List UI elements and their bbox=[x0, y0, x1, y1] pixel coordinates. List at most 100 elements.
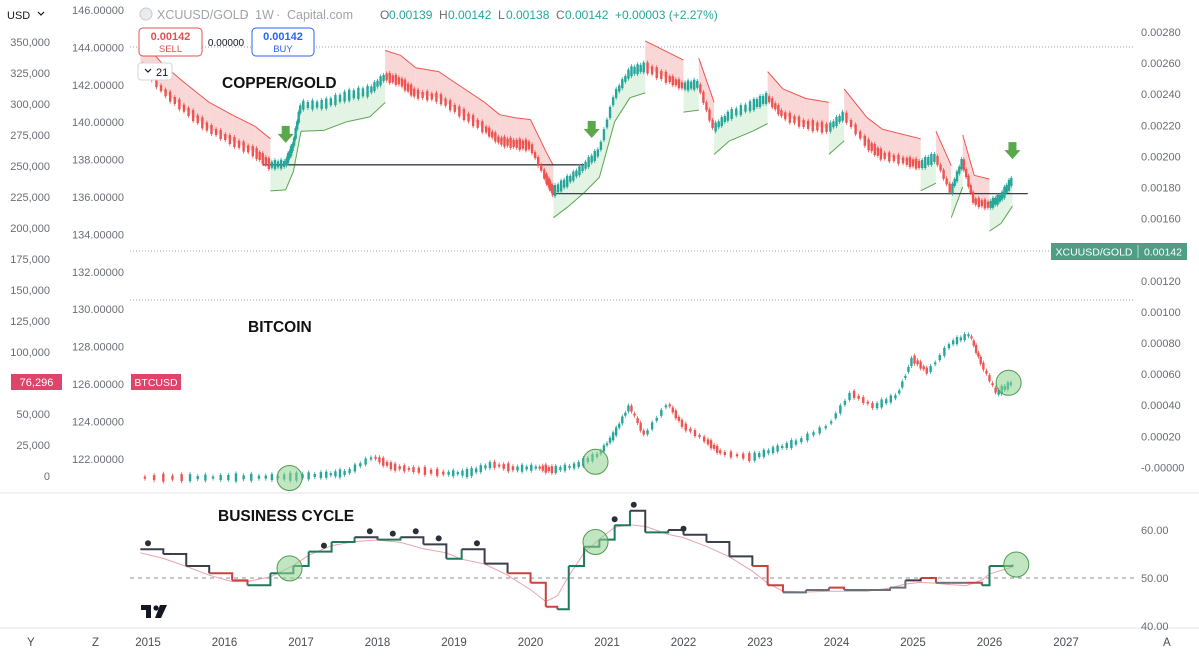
left-axis-label: 200,000 bbox=[10, 223, 50, 235]
mid-axis-label: 132.00000 bbox=[72, 267, 124, 279]
candle-body bbox=[832, 121, 835, 128]
candle-body bbox=[943, 347, 946, 356]
candle-body bbox=[187, 107, 190, 116]
buy-button[interactable]: 0.00142 BUY bbox=[251, 27, 315, 57]
candle-body bbox=[971, 191, 975, 203]
candle-body bbox=[435, 92, 438, 102]
btc-symbol-tag: BTCUSD bbox=[131, 374, 181, 390]
supertrend-line-segment bbox=[208, 101, 233, 116]
candle-body bbox=[938, 355, 941, 361]
candle-body bbox=[994, 197, 997, 205]
supertrend-line-segment bbox=[285, 171, 294, 191]
candle-body bbox=[527, 141, 531, 150]
year-label: 2025 bbox=[900, 637, 926, 649]
candle-body bbox=[838, 115, 841, 122]
legend-high-key: H bbox=[439, 8, 448, 22]
candle-body bbox=[982, 362, 985, 370]
supertrend-cloud bbox=[139, 37, 1013, 232]
candle-body bbox=[977, 352, 980, 357]
cycle-line-segment bbox=[828, 586, 846, 590]
candle-body bbox=[211, 476, 215, 479]
candle-body bbox=[465, 469, 469, 478]
legend-source: Capital.com bbox=[287, 8, 353, 22]
candle-body bbox=[611, 97, 615, 106]
candle-body bbox=[930, 153, 933, 165]
candle-body bbox=[391, 75, 394, 83]
supertrend-line-segment bbox=[989, 223, 1002, 232]
right-axis-label: 0.00220 bbox=[1141, 120, 1181, 132]
candle-body bbox=[572, 171, 575, 181]
candle-body bbox=[353, 464, 357, 472]
cycle-line-segment bbox=[163, 553, 188, 566]
supertrend-line-segment bbox=[645, 40, 669, 53]
candle-body bbox=[880, 399, 883, 408]
copper-gold-title: COPPER/GOLD bbox=[222, 75, 337, 92]
candle-body bbox=[720, 117, 723, 127]
candle-body bbox=[771, 447, 775, 454]
candle-body bbox=[578, 166, 581, 176]
right-axis-label: 0.00260 bbox=[1141, 58, 1181, 70]
candle-body bbox=[577, 461, 580, 467]
tradingview-logo[interactable] bbox=[141, 605, 167, 618]
candle-body bbox=[677, 416, 681, 421]
currency-select[interactable]: USD bbox=[7, 10, 45, 22]
candle-body bbox=[374, 456, 377, 459]
candle-body bbox=[839, 405, 842, 414]
highlight-circle bbox=[1003, 551, 1030, 578]
candle-body bbox=[888, 152, 891, 162]
candle-body bbox=[636, 64, 639, 75]
axis-mode-y[interactable]: Y bbox=[27, 637, 35, 649]
candle-body bbox=[711, 119, 714, 128]
xcu-price-tag: XCUUSD/GOLD 0.00142 bbox=[1051, 243, 1187, 260]
axis-mode-z[interactable]: Z bbox=[92, 637, 99, 649]
skull-icon bbox=[145, 540, 151, 547]
svg-text:BTCUSD: BTCUSD bbox=[134, 377, 178, 389]
candle-body bbox=[569, 175, 572, 182]
right-axis-label: 0.00240 bbox=[1141, 89, 1181, 101]
candle-body bbox=[566, 175, 569, 187]
candle-body bbox=[633, 66, 636, 74]
candle-body bbox=[867, 139, 870, 151]
candle-body bbox=[862, 397, 865, 403]
indicators-toggle[interactable]: 21 bbox=[137, 62, 173, 81]
time-axis[interactable]: 2015 2016 2017 2018 2019 2020 2021 2022 2023 2024… bbox=[135, 637, 1079, 649]
supertrend-line-segment bbox=[530, 119, 547, 152]
candle-body bbox=[664, 71, 668, 83]
candle-body bbox=[642, 430, 645, 435]
candle-body bbox=[435, 468, 439, 476]
candle-body bbox=[994, 387, 997, 393]
cycle-price-axis[interactable]: 60.00 50.00 40.00 bbox=[1141, 525, 1169, 633]
sell-button[interactable]: 0.00142 SELL bbox=[138, 27, 203, 57]
left-price-axis[interactable]: 350,000 325,000 300,000 275,000 250,000 225,0… bbox=[10, 37, 50, 483]
candle-body bbox=[693, 430, 697, 437]
candle-body bbox=[204, 474, 207, 481]
overlay-price-axis[interactable]: 146.00000 144.00000 142.00000 140.00000 138.… bbox=[72, 5, 124, 466]
candle-body bbox=[758, 452, 761, 457]
cycle-line-segment bbox=[890, 580, 907, 589]
candle-body bbox=[471, 115, 475, 127]
candle-body bbox=[370, 86, 373, 93]
candle-body bbox=[481, 121, 484, 133]
candle-body bbox=[680, 82, 684, 89]
candle-body bbox=[845, 112, 848, 123]
candle-body bbox=[630, 66, 633, 77]
candle-body bbox=[452, 470, 455, 477]
candle-body bbox=[959, 337, 963, 341]
candle-body bbox=[503, 136, 506, 147]
legend-low: 0.00138 bbox=[506, 8, 550, 22]
candle-body bbox=[334, 95, 337, 106]
candle-body bbox=[182, 104, 186, 112]
candle-body bbox=[599, 141, 603, 150]
supertrend-line-segment bbox=[828, 140, 845, 155]
auto-scale-button[interactable]: A bbox=[1163, 637, 1171, 649]
supertrend-line-segment bbox=[974, 174, 990, 180]
candle-body bbox=[180, 474, 183, 482]
supertrend-cloud-segment bbox=[614, 71, 630, 122]
candle-body bbox=[159, 85, 163, 92]
candle-body bbox=[1003, 186, 1006, 198]
candle-body bbox=[285, 158, 288, 166]
candle-body bbox=[668, 404, 671, 407]
legend-header[interactable]: XCUUSD/GOLD · 1W · Capital.com O 0.00139… bbox=[139, 7, 718, 22]
supertrend-line-segment bbox=[415, 67, 439, 73]
